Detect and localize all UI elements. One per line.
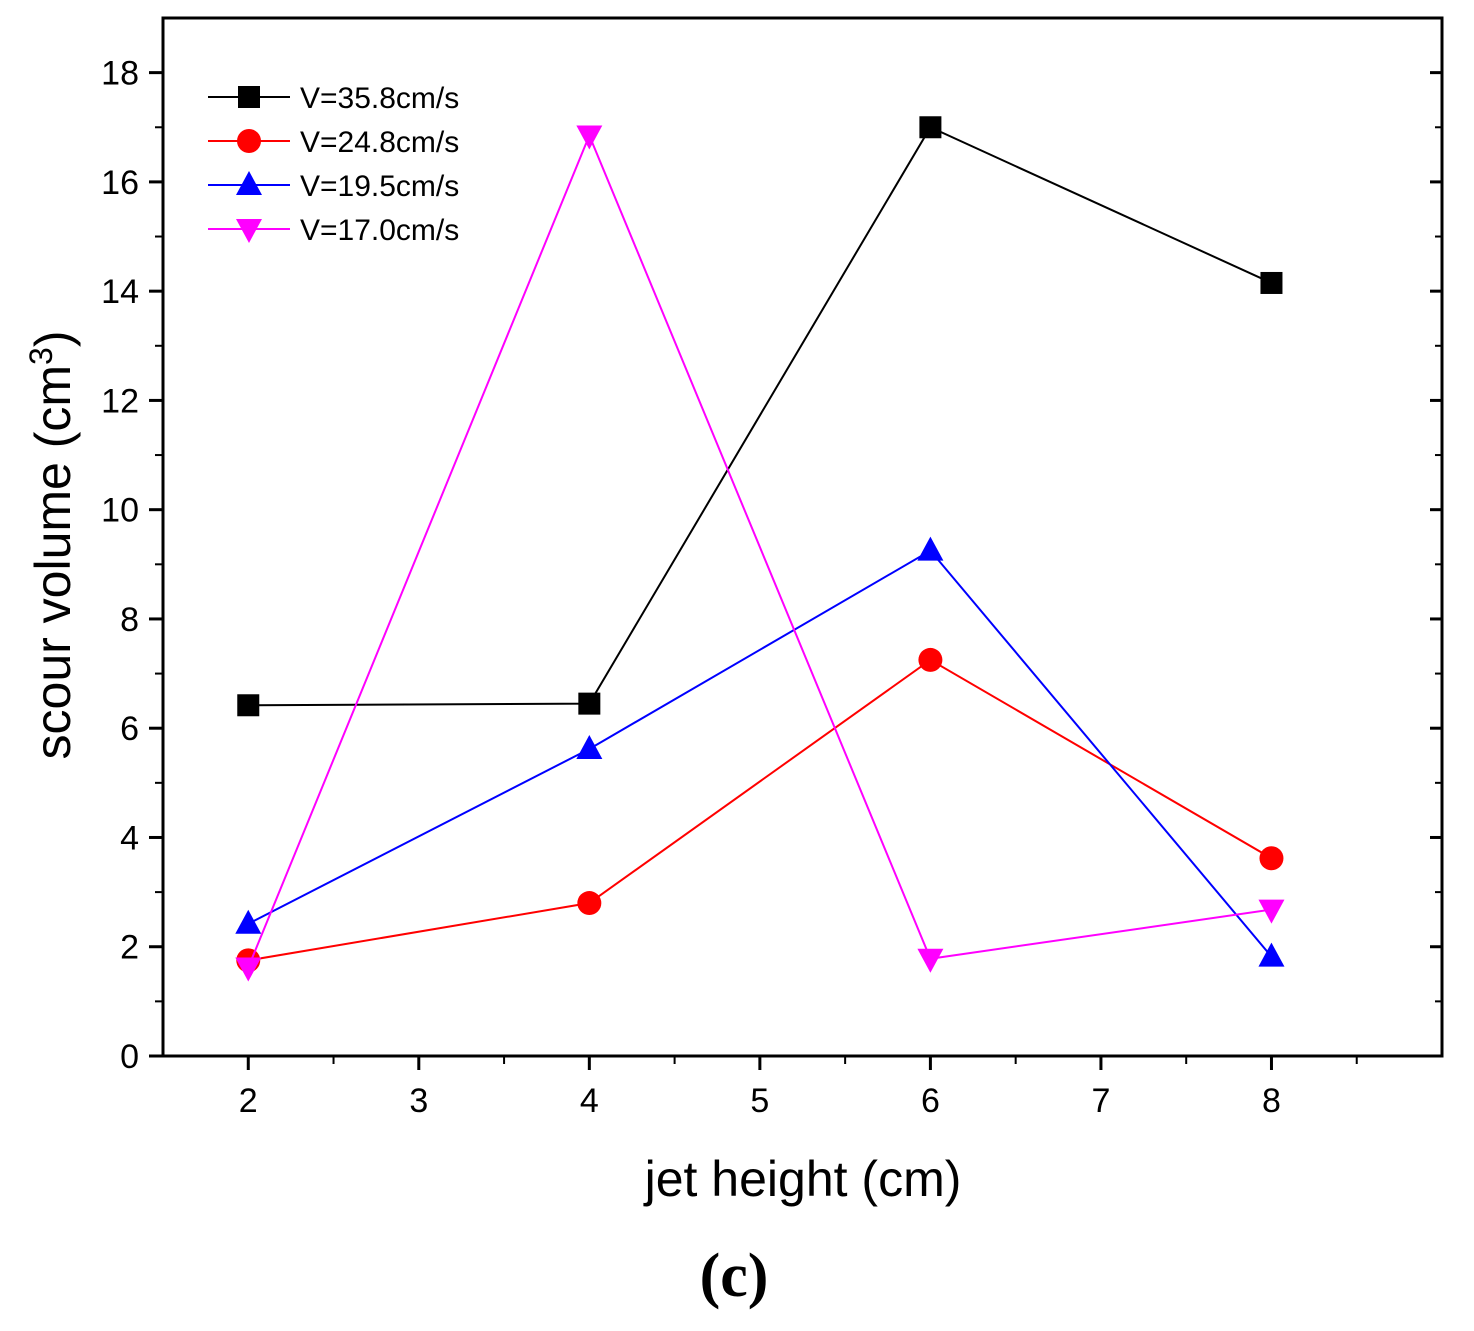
plot-frame [161, 16, 1444, 1058]
legend-marker [238, 86, 260, 108]
y-axis-title-main: scour volume (cm [25, 365, 81, 760]
y-axis-title-close: ) [25, 331, 81, 348]
axis-tick-labels: 2 3 4 5 6 7 8 0 2 4 6 8 10 12 14 16 18 [101, 55, 1281, 1120]
legend-label: V=24.8cm/s [300, 126, 459, 159]
data-point [1258, 899, 1285, 924]
data-point [1260, 271, 1283, 294]
series-line [248, 125, 1272, 707]
legend: V=35.8cm/s V=24.8cm/s V=19.5cm/s V=17.0cm/s [208, 82, 459, 247]
data-point [1258, 942, 1285, 967]
series-line [248, 658, 1272, 962]
x-tick-label: 3 [409, 1082, 428, 1120]
legend-label: V=17.0cm/s [300, 214, 459, 247]
data-point [235, 909, 262, 934]
series-line [247, 132, 1272, 968]
y-tick-label: 8 [120, 601, 139, 639]
data-point [917, 948, 944, 973]
x-tick-label: 2 [239, 1082, 258, 1120]
x-tick-label: 8 [1262, 1082, 1281, 1120]
figure-caption: (c) [700, 1242, 769, 1310]
y-axis-title-superscript: 3 [23, 347, 59, 365]
y-tick-label: 0 [120, 1038, 139, 1076]
series-2 [236, 647, 1284, 973]
data-point [237, 694, 260, 717]
y-tick-label: 12 [101, 382, 139, 420]
y-tick-label: 14 [101, 273, 139, 311]
x-tick-label: 4 [580, 1082, 599, 1120]
data-point [577, 891, 602, 916]
data-point [576, 734, 603, 759]
axis-ticks [149, 71, 1442, 1070]
x-tick-label: 5 [750, 1082, 769, 1120]
data-point [235, 957, 262, 982]
data-point [917, 536, 944, 561]
y-tick-label: 6 [120, 710, 139, 748]
legend-item: V=19.5cm/s [208, 170, 459, 203]
y-tick-label: 2 [120, 929, 139, 967]
data-point [918, 647, 943, 672]
y-tick-label: 18 [101, 55, 139, 93]
legend-marker [236, 171, 262, 195]
series-1 [237, 116, 1283, 717]
series-line [247, 549, 1273, 958]
y-tick-label: 16 [101, 164, 139, 202]
x-tick-label: 7 [1091, 1082, 1110, 1120]
data-point [919, 116, 942, 139]
x-tick-label: 6 [921, 1082, 940, 1120]
series-4 [235, 125, 1285, 982]
x-axis-title: jet height (cm) [643, 1151, 962, 1207]
legend-marker [236, 219, 262, 243]
y-axis-title: scour volume (cm3) [23, 331, 81, 760]
data-series [235, 116, 1285, 982]
data-point [576, 125, 603, 150]
plot-border [161, 16, 1444, 1058]
legend-item: V=24.8cm/s [208, 126, 459, 159]
data-point [1259, 846, 1284, 871]
legend-marker [237, 129, 261, 153]
data-point [578, 692, 601, 715]
legend-item: V=17.0cm/s [208, 214, 459, 247]
legend-item: V=35.8cm/s [208, 82, 459, 115]
series-3 [235, 536, 1285, 967]
y-tick-label: 4 [120, 819, 139, 857]
legend-label: V=19.5cm/s [300, 170, 459, 203]
y-tick-label: 10 [101, 492, 139, 530]
legend-label: V=35.8cm/s [300, 82, 459, 115]
